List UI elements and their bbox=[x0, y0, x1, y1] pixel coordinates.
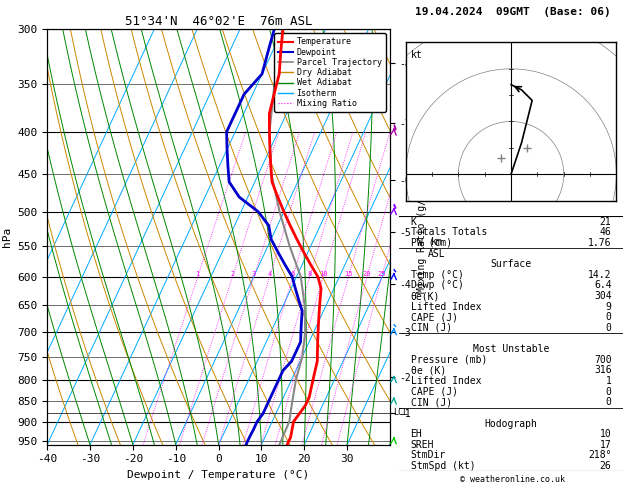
Text: 1: 1 bbox=[196, 271, 200, 277]
Text: 10: 10 bbox=[319, 271, 328, 277]
Text: Dewp (°C): Dewp (°C) bbox=[411, 280, 464, 290]
Text: 21: 21 bbox=[600, 217, 611, 226]
Text: 9: 9 bbox=[606, 302, 611, 312]
Text: Mixing Ratio (g/kg): Mixing Ratio (g/kg) bbox=[418, 181, 427, 293]
Text: CIN (J): CIN (J) bbox=[411, 323, 452, 333]
Text: 1.76: 1.76 bbox=[588, 238, 611, 248]
Text: 26: 26 bbox=[600, 461, 611, 471]
Text: 700: 700 bbox=[594, 355, 611, 365]
Text: Surface: Surface bbox=[491, 259, 532, 269]
Y-axis label: km
ASL: km ASL bbox=[428, 237, 445, 259]
X-axis label: Dewpoint / Temperature (°C): Dewpoint / Temperature (°C) bbox=[128, 470, 309, 480]
Text: 14.2: 14.2 bbox=[588, 270, 611, 280]
Text: 0: 0 bbox=[606, 312, 611, 322]
Text: 218°: 218° bbox=[588, 451, 611, 460]
Text: 20: 20 bbox=[363, 271, 371, 277]
Text: 6.4: 6.4 bbox=[594, 280, 611, 290]
Text: EH: EH bbox=[411, 429, 422, 439]
Text: 0: 0 bbox=[606, 398, 611, 407]
Text: PW (cm): PW (cm) bbox=[411, 238, 452, 248]
Text: CAPE (J): CAPE (J) bbox=[411, 312, 457, 322]
Text: 1: 1 bbox=[606, 376, 611, 386]
Text: Hodograph: Hodograph bbox=[484, 418, 538, 429]
Text: CIN (J): CIN (J) bbox=[411, 398, 452, 407]
Text: 4: 4 bbox=[267, 271, 272, 277]
Text: LCL: LCL bbox=[392, 408, 408, 417]
Text: Totals Totals: Totals Totals bbox=[411, 227, 487, 237]
Text: Temp (°C): Temp (°C) bbox=[411, 270, 464, 280]
Text: Pressure (mb): Pressure (mb) bbox=[411, 355, 487, 365]
Text: 304: 304 bbox=[594, 291, 611, 301]
Text: 19.04.2024  09GMT  (Base: 06): 19.04.2024 09GMT (Base: 06) bbox=[415, 7, 611, 17]
Text: 3: 3 bbox=[252, 271, 256, 277]
Text: StmSpd (kt): StmSpd (kt) bbox=[411, 461, 475, 471]
Text: 25: 25 bbox=[377, 271, 386, 277]
Text: 6: 6 bbox=[291, 271, 295, 277]
Text: 8: 8 bbox=[308, 271, 312, 277]
Text: CAPE (J): CAPE (J) bbox=[411, 387, 457, 397]
Text: 15: 15 bbox=[344, 271, 353, 277]
Text: 10: 10 bbox=[600, 429, 611, 439]
Text: K: K bbox=[411, 217, 416, 226]
Text: kt: kt bbox=[411, 50, 423, 60]
Text: © weatheronline.co.uk: © weatheronline.co.uk bbox=[460, 474, 565, 484]
Text: Lifted Index: Lifted Index bbox=[411, 376, 481, 386]
Y-axis label: hPa: hPa bbox=[2, 227, 12, 247]
Text: 46: 46 bbox=[600, 227, 611, 237]
Text: 17: 17 bbox=[600, 440, 611, 450]
Text: θe(K): θe(K) bbox=[411, 291, 440, 301]
Text: θe (K): θe (K) bbox=[411, 365, 446, 375]
Text: 2: 2 bbox=[230, 271, 235, 277]
Title: 51°34'N  46°02'E  76m ASL: 51°34'N 46°02'E 76m ASL bbox=[125, 15, 313, 28]
Legend: Temperature, Dewpoint, Parcel Trajectory, Dry Adiabat, Wet Adiabat, Isotherm, Mi: Temperature, Dewpoint, Parcel Trajectory… bbox=[274, 34, 386, 112]
Text: Lifted Index: Lifted Index bbox=[411, 302, 481, 312]
Text: 0: 0 bbox=[606, 323, 611, 333]
Text: SREH: SREH bbox=[411, 440, 434, 450]
Text: 0: 0 bbox=[606, 387, 611, 397]
Text: StmDir: StmDir bbox=[411, 451, 446, 460]
Text: 316: 316 bbox=[594, 365, 611, 375]
Text: Most Unstable: Most Unstable bbox=[473, 344, 549, 354]
